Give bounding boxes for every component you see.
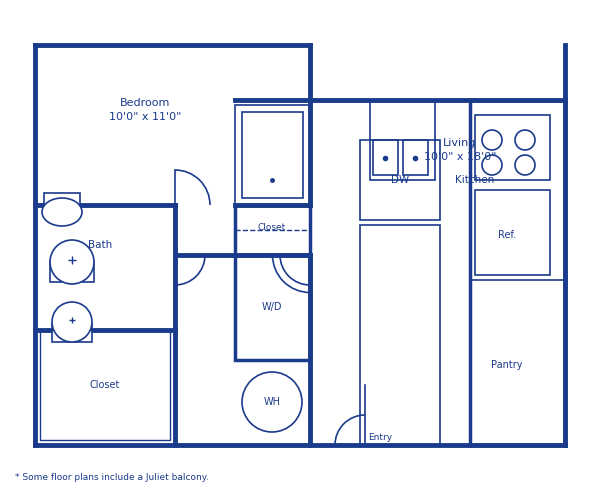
Bar bbox=[403, 140, 428, 175]
Bar bbox=[470, 280, 565, 445]
Bar bbox=[52, 324, 92, 342]
Text: Bath: Bath bbox=[88, 240, 112, 250]
Bar bbox=[40, 330, 170, 440]
Text: W/D: W/D bbox=[262, 302, 282, 312]
Bar bbox=[360, 225, 440, 445]
Circle shape bbox=[515, 130, 535, 150]
Text: Kitchen: Kitchen bbox=[455, 175, 494, 185]
Bar bbox=[373, 140, 398, 175]
Text: Closet: Closet bbox=[90, 380, 120, 390]
Bar bbox=[470, 100, 565, 445]
Circle shape bbox=[482, 130, 502, 150]
Bar bbox=[370, 100, 435, 180]
Text: Living
10'0" x 18'0": Living 10'0" x 18'0" bbox=[424, 138, 496, 162]
Circle shape bbox=[52, 302, 92, 342]
Bar bbox=[360, 140, 440, 220]
Circle shape bbox=[50, 240, 94, 284]
Circle shape bbox=[482, 155, 502, 175]
Bar bbox=[44, 193, 80, 207]
Text: Closet: Closet bbox=[258, 223, 286, 232]
Circle shape bbox=[242, 372, 302, 432]
Bar bbox=[235, 205, 310, 255]
Bar bbox=[242, 112, 303, 198]
Text: * Some floor plans include a Juliet balcony.: * Some floor plans include a Juliet balc… bbox=[15, 473, 209, 483]
Bar bbox=[50, 262, 94, 282]
Text: Bedroom
10'0" x 11'0": Bedroom 10'0" x 11'0" bbox=[109, 98, 181, 122]
Text: Pantry: Pantry bbox=[491, 360, 523, 370]
Ellipse shape bbox=[42, 198, 82, 226]
Text: Entry: Entry bbox=[368, 434, 392, 442]
Bar bbox=[475, 190, 550, 275]
Text: DW: DW bbox=[391, 175, 409, 185]
Text: Ref.: Ref. bbox=[498, 230, 516, 240]
Bar bbox=[235, 255, 310, 360]
Text: WH: WH bbox=[263, 397, 281, 407]
Bar bbox=[475, 115, 550, 180]
Circle shape bbox=[515, 155, 535, 175]
Bar bbox=[235, 105, 310, 205]
